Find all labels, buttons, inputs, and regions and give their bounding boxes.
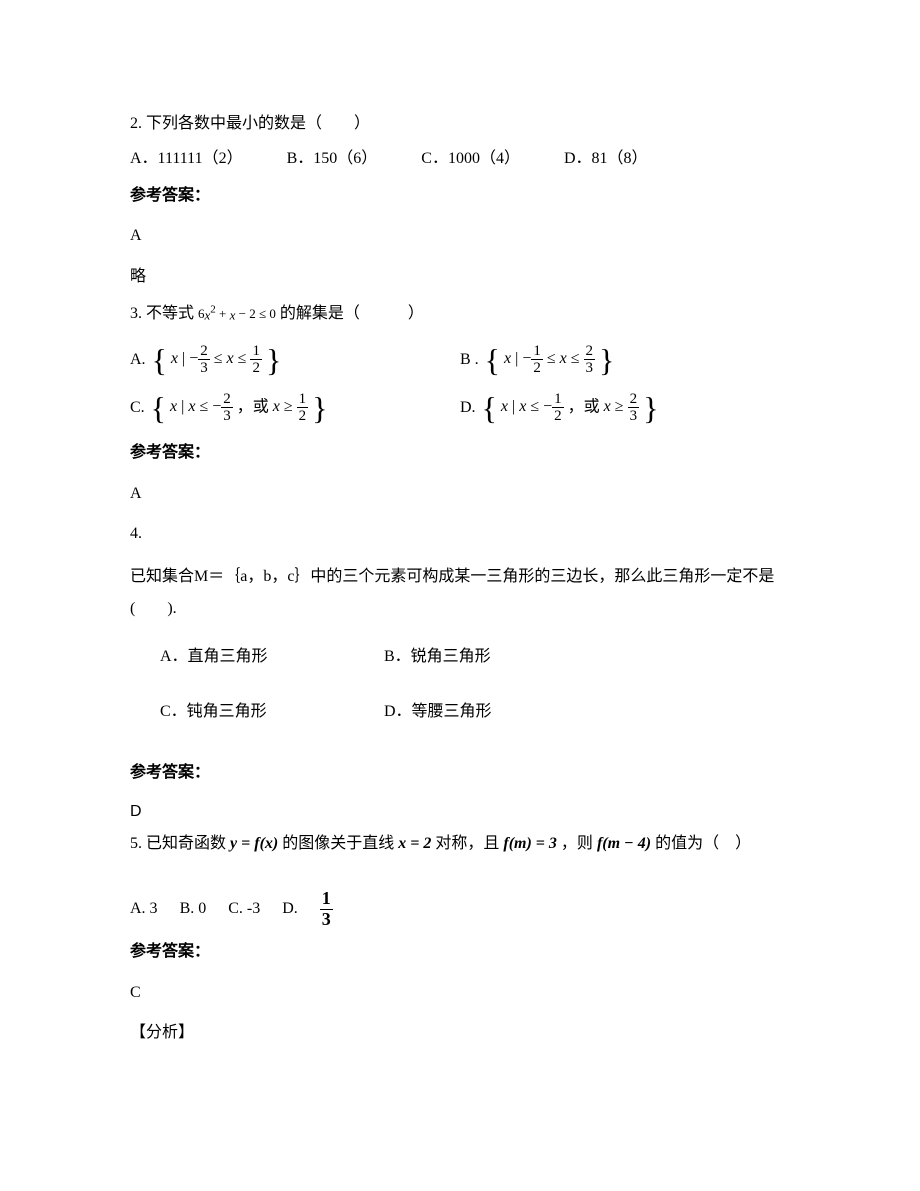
- q4-opt-c: C．钝角三角形: [160, 698, 380, 727]
- q4-options: A．直角三角形 B．锐角三角形 C．钝角三角形 D．等腰三角形: [130, 643, 790, 741]
- q5-mid1: 的图像关于直线: [282, 835, 394, 852]
- q4-number: 4.: [130, 520, 790, 549]
- q2-opt-b: B．150（6）: [287, 145, 378, 174]
- q4-opt-d: D．等腰三角形: [384, 698, 604, 727]
- q5-opt-a: A. 3: [130, 900, 158, 917]
- q3-stem-pre: 不等式: [146, 305, 194, 322]
- q5-number: 5.: [130, 835, 142, 852]
- q3-answer-label: 参考答案：: [130, 439, 790, 468]
- q5-stem: 5. 已知奇函数 y = f(x) 的图像关于直线 x = 2 对称，且 f(m…: [130, 830, 790, 859]
- q4-stem: 已知集合M＝｛a，b，c｝中的三个元素可构成某一三角形的三边长，那么此三角形一定…: [130, 561, 790, 625]
- q2-answer: A: [130, 222, 790, 251]
- q3-answer: A: [130, 480, 790, 509]
- q5-opt-d-pre: D.: [282, 900, 298, 917]
- q2-text: 下列各数中最小的数是（ ）: [146, 115, 370, 132]
- q3-opt-d: D. { x | x ≤ −12 ，或 x ≥ 23 }: [460, 391, 790, 425]
- q5-opt-c: C. -3: [228, 900, 260, 917]
- q3-math: 6x2 + x − 2 ≤ 0: [198, 306, 276, 321]
- q5-post: 的值为（ ）: [655, 835, 751, 852]
- q2-answer-label: 参考答案：: [130, 182, 790, 211]
- q5-options: A. 3 B. 0 C. -3 D. 13: [130, 889, 790, 930]
- q2-opt-a: A．111111（2）: [130, 145, 243, 174]
- q5-mid3: ，则: [561, 835, 593, 852]
- q4-opt-b: B．锐角三角形: [384, 643, 604, 672]
- q4-answer-label: 参考答案：: [130, 759, 790, 788]
- q5-math2: x = 2: [398, 835, 431, 852]
- q5-opt-d-frac: 13: [320, 889, 351, 930]
- q2-number: 2.: [130, 115, 142, 132]
- q5-answer-label: 参考答案：: [130, 938, 790, 967]
- q3-number: 3.: [130, 305, 142, 322]
- q3-stem-post: 的解集是（ ）: [280, 305, 424, 322]
- q5-answer: C: [130, 979, 790, 1008]
- q5-math1: y = f(x): [230, 835, 278, 852]
- q2-stem: 2. 下列各数中最小的数是（ ）: [130, 110, 790, 139]
- q3-stem: 3. 不等式 6x2 + x − 2 ≤ 0 的解集是（ ）: [130, 300, 790, 329]
- q3-opt-c: C. { x | x ≤ −23 ，或 x ≥ 12 }: [130, 391, 460, 425]
- q2-note: 略: [130, 263, 790, 292]
- q4-opt-a: A．直角三角形: [160, 643, 380, 672]
- q3-opt-a: A. { x | −23 ≤ x ≤ 12 }: [130, 343, 460, 377]
- q2-opt-d: D．81（8）: [564, 145, 648, 174]
- q5-math3: f(m) = 3: [503, 835, 557, 852]
- q5-math4: f(m − 4): [597, 835, 651, 852]
- q5-analysis-label: 【分析】: [130, 1019, 790, 1048]
- q2-options: A．111111（2） B．150（6） C．1000（4） D．81（8）: [130, 145, 790, 174]
- q3-opt-b: B . { x | −12 ≤ x ≤ 23 }: [460, 343, 790, 377]
- q4-answer: D: [130, 798, 790, 827]
- q5-opt-b: B. 0: [180, 900, 207, 917]
- q5-mid2: 对称，且: [435, 835, 499, 852]
- q2-opt-c: C．1000（4）: [421, 145, 520, 174]
- q5-stem-pre: 已知奇函数: [146, 835, 226, 852]
